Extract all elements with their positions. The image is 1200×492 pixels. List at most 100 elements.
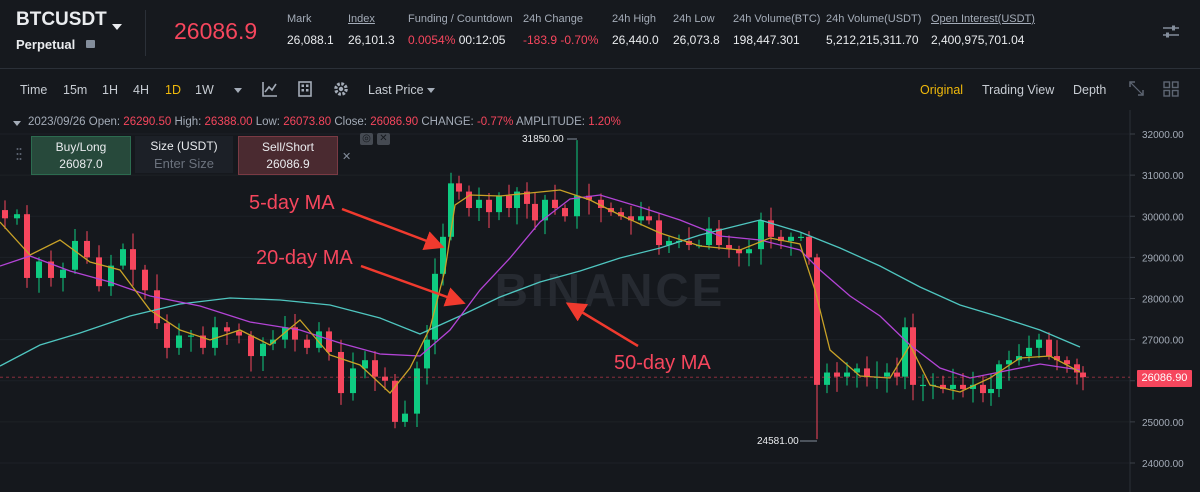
price-type-select[interactable]: Last Price [368,83,424,97]
layout-settings-icon[interactable] [1162,24,1180,40]
sell-short-button[interactable]: Sell/Short 26086.9 [238,136,338,175]
candle [362,360,368,369]
contract-info-icon[interactable] [86,40,95,48]
candle [440,236,446,274]
buy-label: Buy/Long [55,140,107,154]
candle [212,327,218,348]
open-label: Open: [88,116,121,128]
stat-24h-volume-usdt: 24h Volume(USDT) 5,212,215,311.70 [826,13,921,47]
depth-grid-icon[interactable] [298,81,312,97]
candle [506,195,512,209]
low-label: Low: [255,116,280,128]
candle [736,249,742,254]
sell-label: Sell/Short [261,140,315,154]
close-trade-panel-icon[interactable]: ✕ [342,151,352,163]
view-trading-view[interactable]: Trading View [982,83,1055,97]
grid-layout-icon[interactable] [1163,81,1179,97]
change-value: -183.9 -0.70% [523,33,599,47]
change-label: CHANGE: [421,116,474,128]
ma50-line [0,219,1081,367]
candle [350,368,356,394]
candle [910,327,916,385]
candle [200,335,206,348]
candle [176,335,182,348]
stat-label[interactable]: Open Interest(USDT) [931,13,1035,25]
size-placeholder[interactable]: Enter Size [154,156,214,171]
candle [798,236,804,239]
interval-1w[interactable]: 1W [195,83,214,97]
candle [746,249,752,254]
candle [996,364,1002,389]
candle [316,331,322,348]
candle [552,199,558,209]
candle [980,384,986,394]
candle [1006,360,1012,365]
candle [524,191,530,204]
candle [164,323,170,348]
candle [84,240,90,258]
stat-value: 5,212,215,311.70 [826,33,919,47]
info-close-icon[interactable]: ✕ [377,133,390,145]
buy-long-button[interactable]: Buy/Long 26087.0 [31,136,131,175]
amplitude-label: AMPLITUDE: [515,116,585,128]
stat-index[interactable]: Index 26,101.3 [348,13,395,47]
stat-24h-change: 24h Change -183.9 -0.70% [523,13,598,47]
y-tick-label: 24000.00 [1142,459,1184,470]
candle [248,335,254,357]
stat-label: 24h Change [523,13,583,25]
close-label: Close: [334,116,367,128]
interval-1h[interactable]: 1H [102,83,118,97]
candle [894,372,900,377]
candle [142,269,148,291]
candle [304,339,310,348]
chevron-down-icon[interactable] [427,88,435,93]
collapse-info-icon[interactable] [13,121,21,126]
view-original[interactable]: Original [920,83,964,97]
y-tick-label: 28000.00 [1142,295,1184,306]
candle [706,228,712,246]
annotation-5-day-ma: 5-day MA [249,192,335,214]
candle [628,216,634,221]
candle [970,384,976,389]
stat-value: 0.0054% 00:12:05 [408,33,513,47]
stat-label[interactable]: Index [348,13,375,25]
stat-24h-low: 24h Low 26,073.8 [673,13,720,47]
symbol-name[interactable]: BTCUSDT [16,9,107,30]
change-value: -0.77% [476,116,514,128]
candle [120,249,126,266]
interval-time[interactable]: Time [20,83,48,97]
candle [14,214,20,219]
candlestick-chart[interactable]: BINANCE 32000.00 31000.00 30000.00 29000.00… [0,110,1200,492]
more-intervals-icon[interactable] [234,88,242,93]
candle [902,327,908,377]
candle [598,199,604,209]
fullscreen-icon[interactable] [1129,81,1144,96]
view-depth[interactable]: Depth [1073,83,1107,97]
arrow-20-day-ma [360,264,466,307]
candle [542,199,548,221]
indicator-icon[interactable] [262,81,278,97]
symbol-dropdown-icon[interactable] [112,24,122,30]
candle [806,236,812,258]
candle [60,269,66,278]
size-input[interactable]: Size (USDT) Enter Size [135,136,233,173]
interval-1d[interactable]: 1D [165,83,181,97]
candle [260,343,266,357]
stat-value: 26,101.3 [348,33,395,47]
stat-value: -183.9 -0.70% [523,33,598,47]
close-value: 26086.90 [370,116,419,128]
stat-open-interest[interactable]: Open Interest(USDT) 2,400,975,701.04 [931,13,1035,47]
low-marker-label: 24581.00 [757,436,799,447]
candle [586,195,592,200]
candle [1074,364,1080,373]
gear-icon[interactable] [333,81,349,97]
stat-mark: Mark 26,088.1 [287,13,334,47]
info-settings-icon[interactable]: ◎ [360,133,373,145]
contract-type: Perpetual [16,37,76,52]
stat-value: 2,400,975,701.04 [931,33,1025,47]
interval-15m[interactable]: 15m [63,83,88,97]
interval-4h[interactable]: 4H [133,83,149,97]
candle [476,199,482,209]
candle [574,195,580,217]
drag-handle-icon[interactable] [16,146,22,166]
